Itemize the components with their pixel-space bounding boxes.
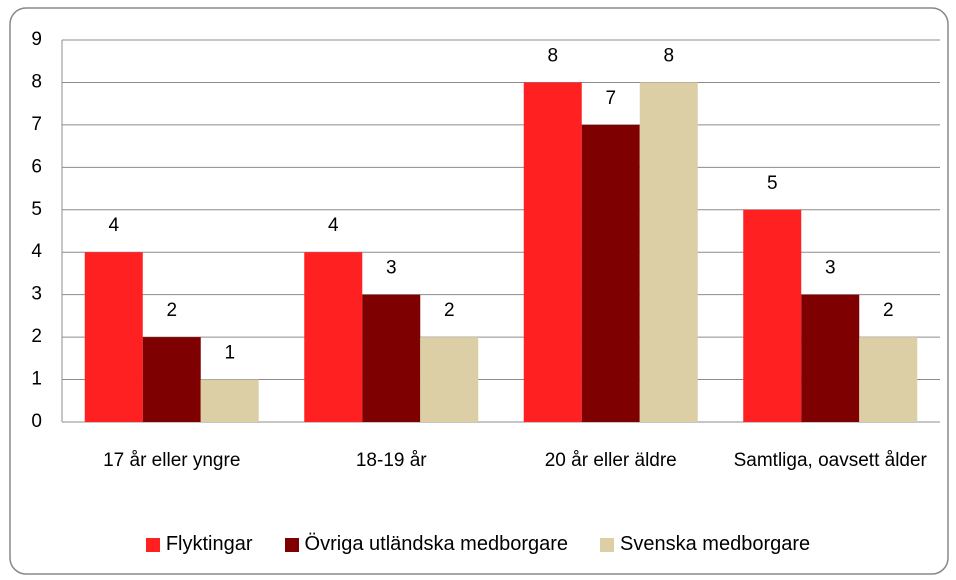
y-tick-label: 9 [31, 29, 42, 50]
bar [581, 124, 640, 422]
chart-frame [9, 7, 949, 575]
bar [200, 379, 259, 422]
x-tick-label: 20 år eller äldre [544, 450, 677, 471]
data-label: 5 [767, 173, 778, 194]
bar [84, 252, 143, 422]
y-tick-label: 1 [31, 369, 42, 390]
legend-item: Övriga utländska medborgare [284, 533, 569, 556]
bar [743, 209, 802, 422]
y-tick-label: 2 [31, 326, 42, 347]
data-label: 8 [663, 45, 674, 66]
data-label: 4 [108, 215, 119, 236]
y-tick-label: 8 [31, 71, 42, 92]
legend-swatch [600, 537, 615, 552]
legend-swatch [145, 537, 160, 552]
y-tick-label: 3 [31, 284, 42, 305]
y-tick-label: 0 [31, 411, 42, 432]
legend-swatch [284, 537, 299, 552]
data-label: 2 [883, 300, 894, 321]
data-label: 4 [328, 215, 339, 236]
data-label: 3 [386, 258, 397, 279]
bar [362, 294, 421, 422]
legend-label: Flyktingar [165, 533, 253, 555]
data-label: 2 [166, 300, 177, 321]
legend-item: Flyktingar [145, 533, 253, 556]
bar [142, 337, 201, 422]
bar [420, 337, 479, 422]
bar [304, 252, 363, 422]
x-tick-label: 18-19 år [355, 450, 427, 471]
y-tick-label: 6 [31, 156, 42, 177]
legend-label: Svenska medborgare [620, 533, 811, 555]
bar [801, 294, 860, 422]
data-label: 3 [825, 258, 836, 279]
data-label: 7 [605, 88, 616, 109]
bar [639, 82, 698, 422]
data-label: 1 [224, 343, 235, 364]
x-tick-label: 17 år eller yngre [103, 450, 241, 471]
bar [859, 337, 918, 422]
data-label: 2 [444, 300, 455, 321]
legend-label: Övriga utländska medborgare [304, 533, 569, 555]
y-tick-label: 4 [31, 241, 42, 262]
legend: Flyktingar Övriga utländska medborgare Sve… [0, 533, 956, 556]
bar [523, 82, 582, 422]
x-tick-label: Samtliga, oavsett ålder [733, 450, 927, 471]
legend-item: Svenska medborgare [600, 533, 810, 556]
y-tick-label: 5 [31, 199, 42, 220]
data-label: 8 [547, 45, 558, 66]
y-tick-label: 7 [31, 114, 42, 135]
